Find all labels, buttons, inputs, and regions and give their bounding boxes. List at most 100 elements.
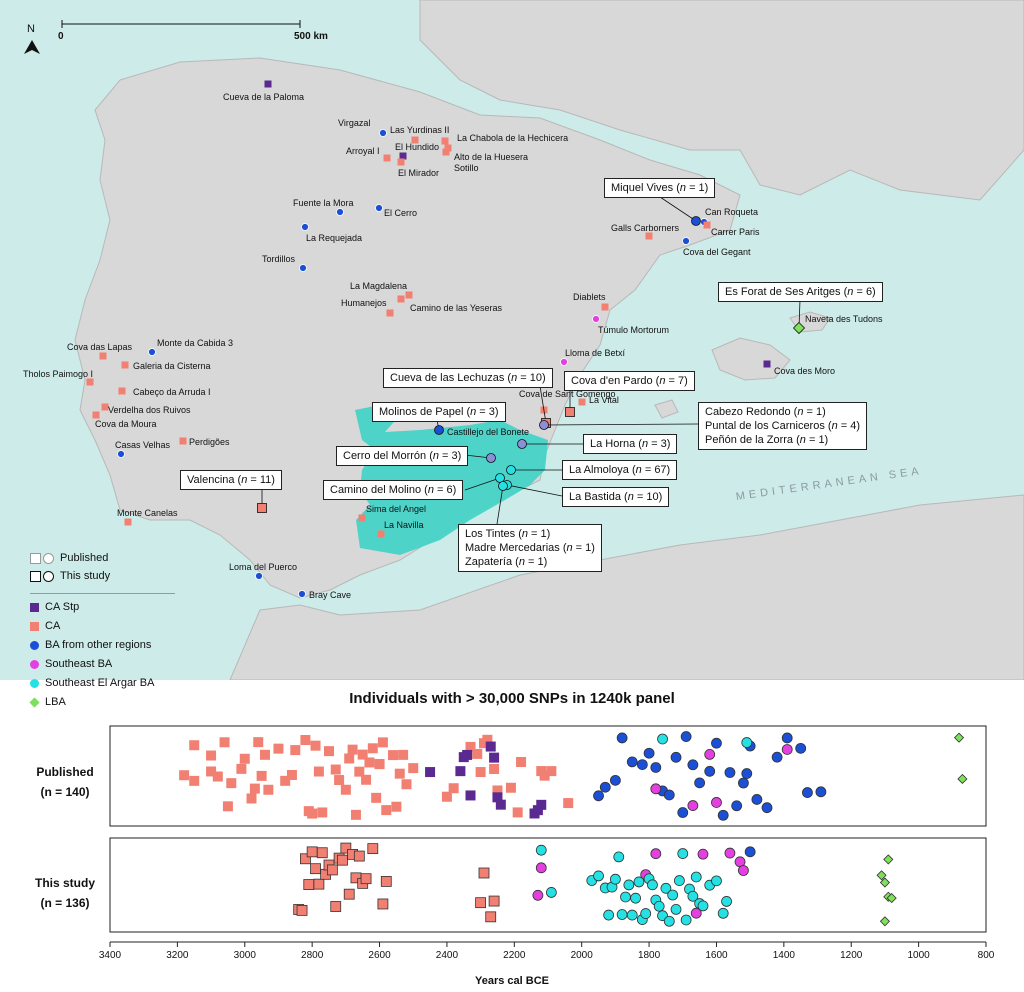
site-marker — [299, 264, 307, 272]
callout-text: Puntal de los Carniceros (n = 4) — [705, 420, 861, 432]
data-point — [687, 800, 699, 811]
legend-item: BA from other regions — [30, 639, 151, 651]
legend-swatch — [30, 678, 39, 688]
site-label: Cova das Lapas — [67, 342, 133, 352]
site-marker — [86, 378, 94, 386]
data-point — [623, 879, 635, 891]
data-point — [307, 808, 318, 819]
callout-site-marker — [434, 425, 444, 435]
site-label: Camino de las Yeseras — [410, 303, 503, 313]
data-point — [367, 843, 379, 855]
x-tick-label: 2600 — [368, 950, 391, 961]
site-marker — [592, 315, 600, 323]
callout-text: Miquel Vives (n = 1) — [611, 182, 709, 194]
site-label: Monte Canelas — [117, 508, 178, 518]
data-point — [616, 909, 628, 920]
data-point — [539, 770, 550, 781]
site-label: Cova da Moura — [95, 419, 157, 429]
data-point — [650, 848, 662, 860]
callout-site-marker — [517, 439, 527, 449]
callout-text: La Horna (n = 3) — [590, 438, 671, 450]
data-point — [545, 887, 557, 898]
data-point — [380, 876, 392, 887]
callout-text: Cueva de las Lechuzas (n = 10) — [390, 372, 546, 384]
site-label: Cova des Moro — [774, 366, 836, 376]
data-point — [563, 798, 574, 809]
data-point — [259, 749, 270, 760]
data-point — [495, 799, 506, 810]
published-panel-label: Published (n = 140) — [20, 762, 110, 802]
data-point — [657, 733, 668, 745]
data-point — [640, 908, 652, 919]
x-tick-label: 3000 — [233, 950, 256, 961]
data-point — [721, 896, 732, 907]
x-tick-label: 3200 — [166, 950, 189, 961]
callout-box: Valencina (n = 11) — [180, 470, 282, 490]
data-point — [485, 741, 496, 752]
data-point — [350, 809, 361, 820]
data-point — [690, 907, 702, 919]
data-point — [239, 753, 250, 764]
site-label: La Requejada — [306, 233, 363, 243]
legend-published-label: Published — [60, 552, 109, 564]
data-point — [677, 807, 689, 818]
data-point — [310, 863, 321, 875]
site-label: Can Roqueta — [705, 207, 759, 217]
site-label: Perdigões — [189, 437, 230, 447]
data-point — [512, 807, 523, 818]
site-marker — [444, 144, 452, 152]
data-point — [310, 740, 321, 751]
data-point — [189, 775, 200, 786]
callout-leader — [496, 485, 504, 525]
data-point — [724, 767, 736, 778]
data-point — [711, 737, 722, 749]
callout-site-marker — [498, 481, 508, 491]
legend-this-study: This study — [30, 570, 110, 582]
data-point — [626, 909, 638, 921]
data-point — [879, 916, 890, 927]
callout-leader — [464, 477, 501, 491]
data-point — [535, 862, 547, 874]
x-tick-label: 800 — [977, 950, 995, 961]
data-point — [724, 847, 736, 859]
data-point — [236, 763, 247, 774]
site-marker — [441, 137, 449, 145]
data-point — [626, 756, 638, 768]
legend-item: LBA — [29, 696, 66, 708]
callout-box: Camino del Molino (n = 6) — [323, 480, 464, 500]
legend-label: Southeast El Argar BA — [45, 677, 155, 689]
callout-box: Miquel Vives (n = 1) — [604, 178, 716, 198]
data-point — [330, 901, 342, 912]
site-markers — [86, 80, 805, 598]
data-point — [482, 734, 493, 745]
data-point — [609, 774, 621, 786]
data-point — [340, 784, 351, 795]
data-point — [206, 750, 217, 761]
site-marker — [358, 514, 366, 522]
callout-leader — [539, 385, 547, 424]
data-point — [398, 749, 409, 760]
map-svg — [0, 0, 1024, 680]
data-point — [505, 782, 516, 793]
site-label: Lloma de Betxí — [565, 348, 626, 358]
data-point — [532, 889, 544, 901]
callout-leaders — [257, 196, 806, 525]
x-tick-label: 2400 — [435, 950, 459, 961]
data-point — [367, 743, 378, 754]
site-marker — [601, 303, 609, 311]
site-marker — [375, 204, 383, 212]
site-marker — [377, 530, 385, 538]
data-point — [253, 737, 264, 748]
callout-box: Cova d'en Pardo (n = 7) — [564, 371, 695, 391]
data-point — [465, 790, 476, 801]
data-point — [609, 873, 621, 885]
data-point — [377, 737, 388, 748]
legend-label: CA Stp — [45, 601, 80, 613]
data-point — [313, 766, 324, 777]
thisstudy-label: This study — [34, 876, 95, 890]
site-label: Verdelha dos Ruivos — [108, 405, 191, 415]
data-point — [593, 870, 604, 882]
site-marker — [397, 158, 405, 166]
published-label: Published — [36, 765, 94, 779]
